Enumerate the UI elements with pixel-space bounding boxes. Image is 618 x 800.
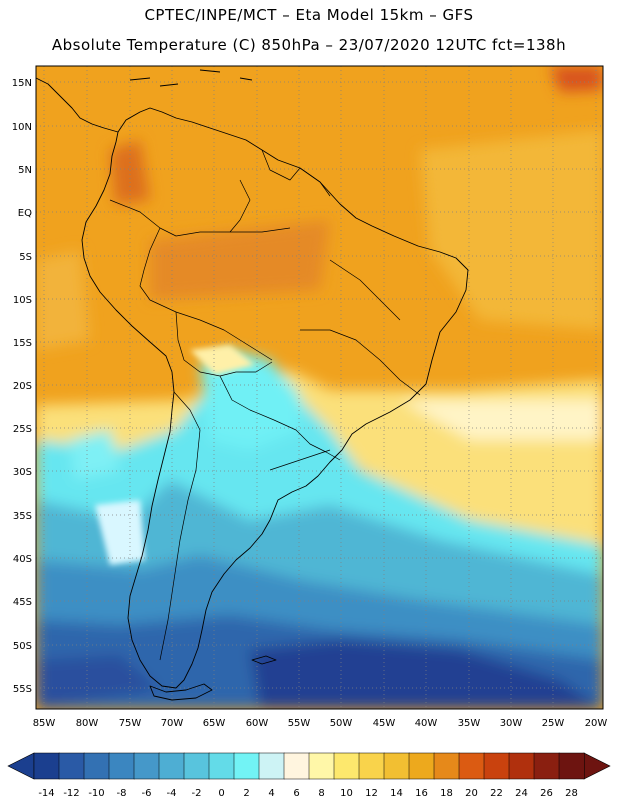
graticule <box>36 66 603 709</box>
colorbar-label: 24 <box>515 788 528 799</box>
map-frame <box>35 65 604 710</box>
lat-label: 55S <box>13 684 32 695</box>
field-deep-cold <box>250 640 603 709</box>
colorbar-label: 26 <box>540 788 553 799</box>
central-america-coast <box>36 77 119 133</box>
lon-label: 65W <box>203 718 226 729</box>
colorbar-label: 12 <box>365 788 378 799</box>
colorbar-label: 6 <box>293 788 299 799</box>
colorbar-swatch <box>108 752 135 780</box>
colorbar-swatch <box>458 752 485 780</box>
colorbar-swatch <box>408 752 435 780</box>
latitude-axis: 15N 10N 5N EQ 5S 10S 15S 20S 25S 30S 35S… <box>12 78 32 695</box>
colorbar-swatch <box>258 752 285 780</box>
caribbean-islands <box>129 69 253 87</box>
lon-label: 60W <box>246 718 269 729</box>
colorbar-swatch <box>358 752 385 780</box>
colorbar-label: 18 <box>440 788 453 799</box>
colorbar-swatch <box>183 752 210 780</box>
colorbar-swatch <box>83 752 110 780</box>
colorbar-label: -8 <box>117 788 127 799</box>
colorbar-swatch <box>158 752 185 780</box>
colorbar-label: 8 <box>318 788 324 799</box>
lat-label: 40S <box>13 554 32 565</box>
colorbar-swatch <box>308 752 335 780</box>
lat-label: 35S <box>13 511 32 522</box>
lat-label: 5N <box>18 165 32 176</box>
longitude-axis: 85W 80W 75W 70W 65W 60W 55W 50W 45W 40W … <box>33 718 608 729</box>
colorbar-swatch <box>233 752 260 780</box>
colorbar-swatch <box>383 752 410 780</box>
lat-label: 15N <box>12 78 32 89</box>
lon-label: 55W <box>288 718 311 729</box>
colorbar-swatch <box>483 752 510 780</box>
temperature-field <box>36 66 603 709</box>
colorbar-swatch <box>508 752 535 780</box>
colorbar-max-arrow <box>583 752 611 780</box>
field-hot-andes <box>110 140 150 205</box>
field-hot-amazon <box>150 220 330 300</box>
colorbar-label: 4 <box>268 788 274 799</box>
lon-label: 50W <box>330 718 353 729</box>
lat-label: 30S <box>13 467 32 478</box>
colorbar-swatch <box>558 752 585 780</box>
lon-label: 30W <box>500 718 523 729</box>
lon-label: 35W <box>458 718 481 729</box>
colorbar-min-arrow <box>7 752 35 780</box>
south-america-coast <box>81 107 469 689</box>
colorbar-swatch <box>33 752 60 780</box>
lon-label: 40W <box>415 718 438 729</box>
colorbar: -14 -12 -10 -8 -6 -4 -2 0 2 4 6 8 10 12 14 16 18 20 22 24 26… <box>7 752 611 799</box>
lon-label: 25W <box>542 718 565 729</box>
lat-label: 5S <box>19 252 32 263</box>
field-ocean-lighter <box>420 130 603 330</box>
lon-label: 80W <box>76 718 99 729</box>
falklands <box>251 655 277 665</box>
lon-label: 85W <box>33 718 56 729</box>
colorbar-label: 2 <box>243 788 249 799</box>
lat-label: EQ <box>18 208 32 219</box>
country-borders <box>109 149 421 661</box>
colorbar-label: 10 <box>340 788 353 799</box>
lat-label: 45S <box>13 597 32 608</box>
colorbar-label: 28 <box>565 788 578 799</box>
colorbar-label: 16 <box>415 788 428 799</box>
colorbar-label: -14 <box>38 788 54 799</box>
coastlines <box>36 69 469 701</box>
lon-label: 20W <box>585 718 608 729</box>
lon-label: 70W <box>161 718 184 729</box>
lon-label: 45W <box>373 718 396 729</box>
colorbar-label: 22 <box>490 788 503 799</box>
colorbar-swatch <box>133 752 160 780</box>
colorbar-label: 0 <box>218 788 224 799</box>
lat-label: 20S <box>13 381 32 392</box>
colorbar-label: -12 <box>63 788 79 799</box>
colorbar-swatch <box>208 752 235 780</box>
title-line-2: Absolute Temperature (C) 850hPa – 23/07/… <box>51 36 567 54</box>
lat-label: 15S <box>13 338 32 349</box>
colorbar-label: -4 <box>167 788 177 799</box>
colorbar-swatch <box>58 752 85 780</box>
colorbar-label: -10 <box>88 788 104 799</box>
colorbar-swatch <box>433 752 460 780</box>
lat-label: 25S <box>13 424 32 435</box>
colorbar-swatch <box>283 752 310 780</box>
tierra-del-fuego <box>149 683 213 701</box>
lat-label: 10N <box>12 122 32 133</box>
lat-label: 10S <box>13 295 32 306</box>
colorbar-label: -6 <box>142 788 152 799</box>
colorbar-swatch <box>533 752 560 780</box>
colorbar-label: -2 <box>192 788 202 799</box>
lat-label: 50S <box>13 641 32 652</box>
colorbar-label: 20 <box>465 788 478 799</box>
colorbar-label: 14 <box>390 788 403 799</box>
lon-label: 75W <box>119 718 142 729</box>
title-line-1: CPTEC/INPE/MCT – Eta Model 15km – GFS <box>144 6 474 24</box>
colorbar-swatch <box>333 752 360 780</box>
